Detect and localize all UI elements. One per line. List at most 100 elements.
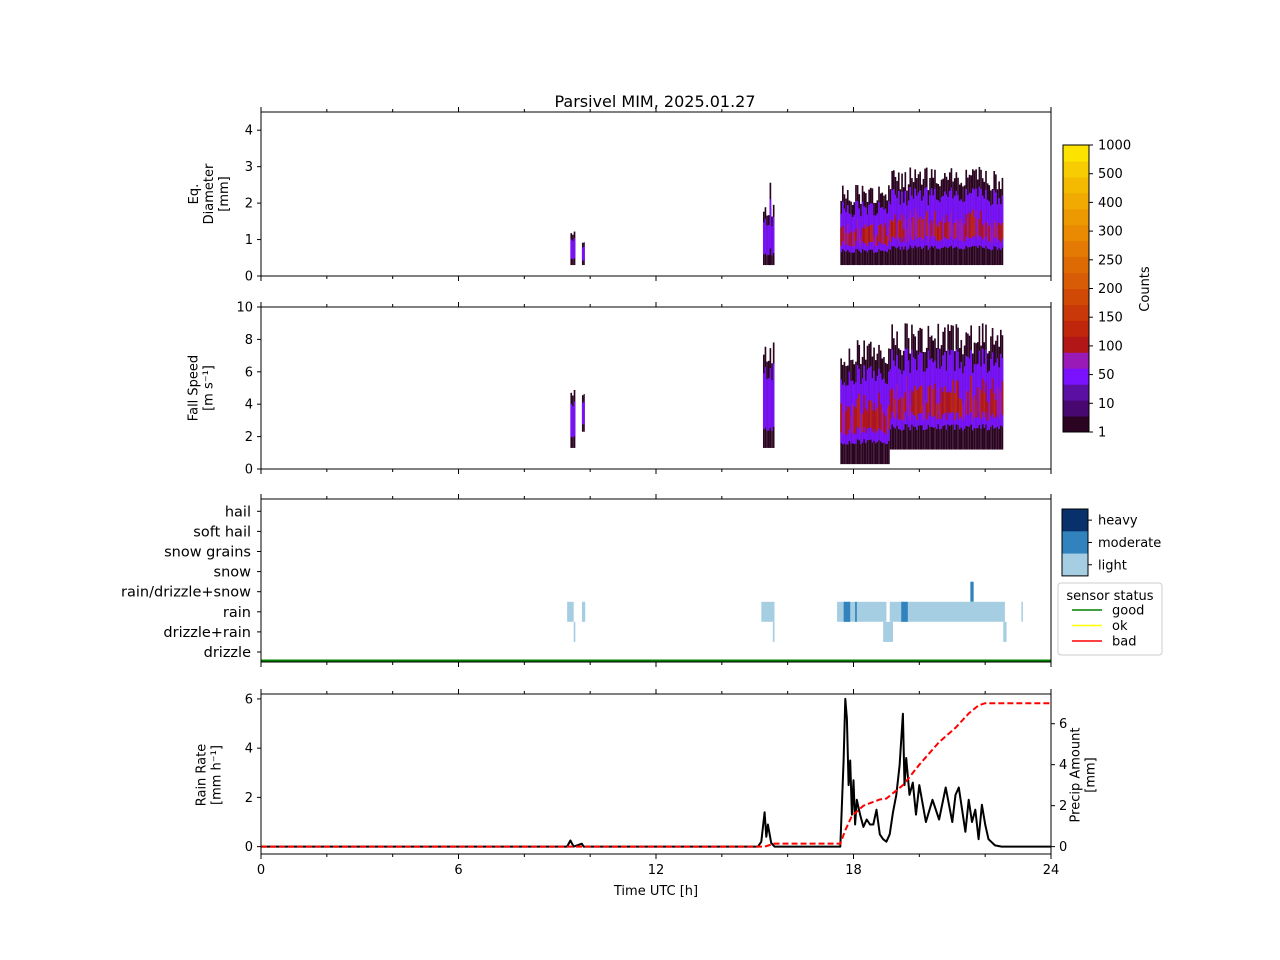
- heatmap-cell-core: [957, 381, 959, 413]
- precip-type-panel: drizzle drizzle+rain rain rain/drizzle+snow…: [121, 494, 1052, 667]
- heatmap-cell-core: [853, 406, 856, 435]
- heatmap-cell-mid: [845, 211, 847, 252]
- heatmap-cell-core: [995, 222, 997, 238]
- heatmap-cell-core: [909, 405, 912, 421]
- heatmap-cell-mid: [906, 205, 908, 251]
- precip-type-xticks: [260, 494, 1052, 667]
- y-axis-label: Precip Amount: [1069, 728, 1084, 823]
- fallspeed-heatmap: [570, 323, 1004, 465]
- heatmap-cell-core: [919, 216, 921, 238]
- heatmap-cell-mid: [922, 371, 925, 431]
- y-tick-label: 10: [236, 301, 253, 316]
- heatmap-cell-core: [930, 384, 933, 416]
- fallspeed-ylabel: Fall Speed [m s⁻¹]: [187, 355, 217, 421]
- heatmap-cell-mid: [991, 204, 994, 250]
- heatmap-cell-mid: [888, 201, 890, 250]
- rain-frame: [260, 693, 1052, 855]
- fallspeed-yticks: 0 2 4 6 8 10: [236, 301, 261, 478]
- heatmap-cell-core: [948, 221, 951, 238]
- y-tick-label: 4: [245, 124, 253, 139]
- heatmap-cell-core: [912, 392, 915, 415]
- heatmap-cell-core: [968, 391, 971, 416]
- heatmap-cell-core: [873, 236, 875, 247]
- x-tick-label: 18: [845, 863, 862, 878]
- heatmap-cell-mid: [581, 402, 584, 425]
- heatmap-cell-mid: [841, 201, 844, 250]
- heatmap-cell-core: [901, 214, 903, 238]
- heatmap-cell-core: [929, 385, 931, 416]
- heatmap-cell-mid: [570, 403, 573, 437]
- heatmap-cell-mid: [902, 202, 905, 250]
- heatmap-cell-core: [958, 222, 961, 241]
- heatmap-cell-mid: [769, 368, 772, 428]
- heatmap-cell-mid: [953, 195, 956, 248]
- colorbar-cell: [1063, 224, 1089, 242]
- x-tick-label: 12: [648, 863, 665, 878]
- heatmap-cell-core: [840, 227, 842, 246]
- heatmap-cell-mid: [583, 246, 585, 261]
- y-axis-label: [mm]: [1084, 757, 1099, 792]
- heatmap-cell-mid: [573, 401, 576, 437]
- heatmap-cell-mid: [909, 372, 912, 431]
- heatmap-cell-core: [891, 388, 893, 413]
- heatmap-cell-mid: [999, 353, 1002, 426]
- category-label: snow grains: [164, 545, 251, 561]
- heatmap-cell-core: [975, 401, 977, 418]
- heatmap-cell-core: [953, 392, 956, 421]
- heatmap-cell-core: [855, 408, 857, 434]
- heatmap-cell-mid: [985, 189, 987, 247]
- heatmap-cell-core: [884, 416, 887, 434]
- counts-colorbar: 1 10 50 100 150 200 250 300 400 500 1000 Counts: [1062, 139, 1153, 441]
- heatmap-cell-core: [901, 396, 903, 422]
- rain-lines: [261, 697, 1051, 848]
- heatmap-cell-core: [930, 220, 933, 237]
- heatmap-cell-core: [843, 403, 846, 434]
- heatmap-cell-core: [932, 389, 935, 417]
- heatmap-cell-core: [986, 221, 989, 241]
- heatmap-cell-mid: [911, 195, 913, 248]
- heatmap-cell-core: [991, 228, 994, 243]
- intensity-cell: [1062, 531, 1088, 554]
- rain-xticks: 0 6 12 18 24: [257, 689, 1059, 878]
- heatmap-cell-core: [968, 212, 971, 238]
- heatmap-cell-core: [980, 390, 982, 419]
- heatmap-cell-mid: [893, 189, 895, 247]
- heatmap-cell-core: [841, 412, 844, 435]
- heatmap-cell-core: [851, 231, 854, 248]
- heatmap-cell-core: [851, 403, 854, 433]
- y-tick-label: 4: [245, 398, 253, 413]
- intensity-label: moderate: [1098, 536, 1161, 551]
- heatmap-cell-core: [873, 402, 875, 430]
- intensity-label: heavy: [1098, 514, 1138, 529]
- heatmap-cell-mid: [581, 247, 584, 261]
- heatmap-cell-core: [906, 228, 908, 243]
- heatmap-cell-mid: [891, 189, 893, 247]
- heatmap-cell-core: [945, 391, 948, 420]
- heatmap-cell-mid: [952, 198, 954, 249]
- heatmap-cell-core: [978, 387, 981, 413]
- y2-tick-label: 2: [1059, 799, 1067, 814]
- legend-label-good: good: [1112, 604, 1144, 619]
- heatmap-cell-mid: [929, 195, 931, 248]
- heatmap-cell-core: [978, 219, 981, 236]
- heatmap-cell-core: [993, 219, 996, 237]
- heatmap-cell-core: [848, 407, 851, 430]
- heatmap-cell-mid: [886, 213, 889, 253]
- heatmap-cell-core: [853, 232, 856, 247]
- heatmap-cell-core: [948, 391, 951, 414]
- heatmap-cell-mid: [981, 195, 984, 248]
- heatmap-cell-mid: [850, 380, 852, 444]
- heatmap-cell-mid: [932, 195, 935, 248]
- colorbar-cell: [1063, 368, 1089, 385]
- heatmap-cell-mid: [772, 363, 775, 427]
- heatmap-cell-core: [909, 210, 912, 236]
- heatmap-cell-mid: [912, 357, 915, 427]
- heatmap-cell-mid: [573, 238, 576, 259]
- colorbar-cell: [1063, 272, 1089, 289]
- y-tick-label: 0: [245, 463, 253, 478]
- category-label: hail: [225, 504, 251, 520]
- heatmap-cell-mid: [848, 213, 851, 253]
- fallspeed-panel: 0 2 4 6 8 10 Fall Speed [m s⁻¹]: [187, 301, 1052, 478]
- y-axis-label: Fall Speed: [187, 355, 202, 421]
